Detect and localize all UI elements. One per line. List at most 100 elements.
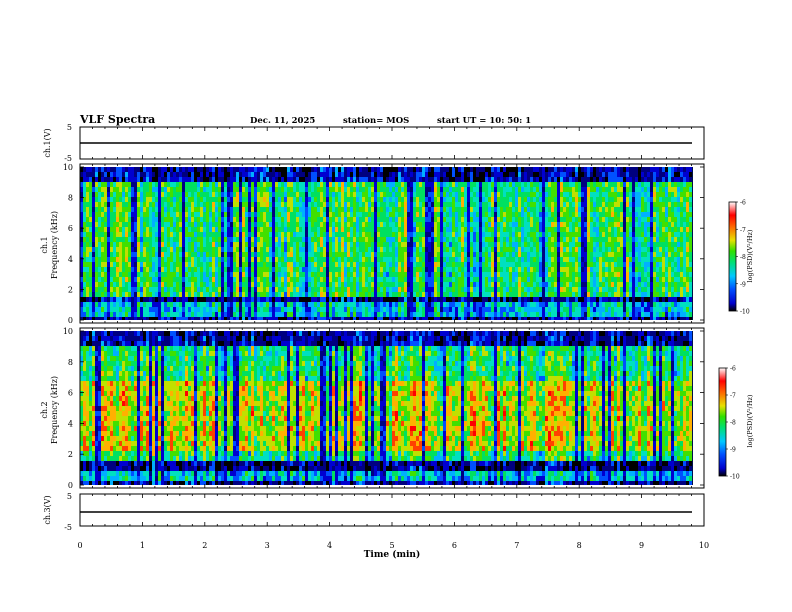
spectrogram-cell bbox=[335, 177, 338, 182]
spectrogram-cell bbox=[320, 267, 323, 272]
spectrogram-cell bbox=[506, 292, 509, 297]
spectrogram-cell bbox=[380, 182, 383, 187]
spectrogram-cell bbox=[539, 197, 542, 202]
spectrogram-cell bbox=[287, 192, 290, 197]
spectrogram-cell bbox=[332, 202, 335, 207]
spectrogram-cell bbox=[293, 177, 296, 182]
spectrogram-cell bbox=[350, 222, 353, 227]
spectrogram-cell bbox=[179, 212, 182, 217]
spectrogram-cell bbox=[152, 222, 155, 227]
spectrogram-cell bbox=[341, 297, 344, 302]
spectrogram-cell bbox=[491, 267, 494, 272]
spectrogram-cell bbox=[173, 227, 176, 232]
spectrogram-cell bbox=[485, 272, 488, 277]
spectrogram-cell bbox=[248, 242, 251, 247]
spectrogram-cell bbox=[539, 292, 542, 297]
spectrogram-cell bbox=[464, 222, 467, 227]
spectrogram-cell bbox=[218, 287, 221, 292]
spectrogram-cell bbox=[305, 292, 308, 297]
spectrogram-cell bbox=[119, 197, 122, 202]
spectrogram-cell bbox=[191, 282, 194, 287]
spectrogram-cell bbox=[263, 242, 266, 247]
spectrogram-cell bbox=[518, 212, 521, 217]
spectrogram-cell bbox=[173, 177, 176, 182]
spectrogram-cell bbox=[83, 192, 86, 197]
spectrogram-cell bbox=[146, 287, 149, 292]
spectrogram-cell bbox=[413, 272, 416, 277]
spectrogram-cell bbox=[419, 197, 422, 202]
spectrogram-cell bbox=[122, 217, 125, 222]
spectrogram-cell bbox=[536, 242, 539, 247]
spectrogram-cell bbox=[449, 227, 452, 232]
spectrogram-cell bbox=[284, 212, 287, 217]
spectrogram-cell bbox=[299, 202, 302, 207]
spectrogram-cell bbox=[344, 302, 347, 307]
spectrogram-cell bbox=[86, 312, 89, 317]
spectrogram-cell bbox=[287, 272, 290, 277]
spectrogram-cell bbox=[368, 177, 371, 182]
spectrogram-cell bbox=[215, 212, 218, 217]
spectrogram-cell bbox=[533, 287, 536, 292]
spectrogram-cell bbox=[194, 187, 197, 192]
spectrogram-cell bbox=[359, 167, 362, 172]
spectrogram-cell bbox=[353, 307, 356, 312]
spectrogram-cell bbox=[107, 287, 110, 292]
spectrogram-cell bbox=[356, 282, 359, 287]
spectrogram-cell bbox=[506, 282, 509, 287]
spectrogram-cell bbox=[353, 297, 356, 302]
spectrogram-cell bbox=[536, 232, 539, 237]
spectrogram-cell bbox=[317, 297, 320, 302]
spectrogram-cell bbox=[233, 277, 236, 282]
spectrogram-cell bbox=[428, 232, 431, 237]
spectrogram-cell bbox=[380, 262, 383, 267]
spectrogram-cell bbox=[536, 222, 539, 227]
spectrogram-cell bbox=[416, 262, 419, 267]
spectrogram-cell bbox=[455, 172, 458, 177]
spectrogram-cell bbox=[455, 197, 458, 202]
spectrogram-cell bbox=[239, 312, 242, 317]
spectrogram-cell bbox=[419, 187, 422, 192]
spectrogram-cell bbox=[173, 212, 176, 217]
spectrogram-cell bbox=[476, 187, 479, 192]
spectrogram-cell bbox=[128, 317, 131, 320]
spectrogram-cell bbox=[290, 302, 293, 307]
spectrogram-cell bbox=[110, 262, 113, 267]
spectrogram-cell bbox=[176, 247, 179, 252]
spectrogram-cell bbox=[143, 242, 146, 247]
spectrogram-cell bbox=[290, 292, 293, 297]
spectrogram-cell bbox=[293, 307, 296, 312]
spectrogram-cell bbox=[245, 217, 248, 222]
spectrogram-cell bbox=[527, 207, 530, 212]
spectrogram-cell bbox=[128, 192, 131, 197]
spectrogram-cell bbox=[281, 227, 284, 232]
spectrogram-cell bbox=[470, 307, 473, 312]
spectrogram-cell bbox=[347, 227, 350, 232]
spectrogram-cell bbox=[536, 207, 539, 212]
spectrogram-cell bbox=[95, 182, 98, 187]
spectrogram-cell bbox=[128, 297, 131, 302]
spectrogram-cell bbox=[320, 207, 323, 212]
spectrogram-cell bbox=[353, 242, 356, 247]
spectrogram-cell bbox=[470, 242, 473, 247]
spectrogram-cell bbox=[260, 297, 263, 302]
spectrogram-cell bbox=[449, 252, 452, 257]
spectrogram-cell bbox=[113, 272, 116, 277]
spectrogram-cell bbox=[116, 217, 119, 222]
spectrogram-cell bbox=[512, 172, 515, 177]
spectrogram-cell bbox=[362, 217, 365, 222]
spectrogram-cell bbox=[161, 207, 164, 212]
spectrogram-cell bbox=[242, 302, 245, 307]
spectrogram-cell bbox=[368, 287, 371, 292]
spectrogram-cell bbox=[203, 192, 206, 197]
spectrogram-cell bbox=[206, 317, 209, 320]
spectrogram-cell bbox=[272, 192, 275, 197]
spectrogram-cell bbox=[122, 247, 125, 252]
spectrogram-cell bbox=[446, 317, 449, 320]
spectrogram-cell bbox=[368, 212, 371, 217]
spectrogram-cell bbox=[476, 232, 479, 237]
spectrogram-cell bbox=[332, 317, 335, 320]
spectrogram-cell bbox=[461, 272, 464, 277]
spectrogram-cell bbox=[245, 172, 248, 177]
spectrogram-cell bbox=[179, 177, 182, 182]
spectrogram-cell bbox=[278, 232, 281, 237]
